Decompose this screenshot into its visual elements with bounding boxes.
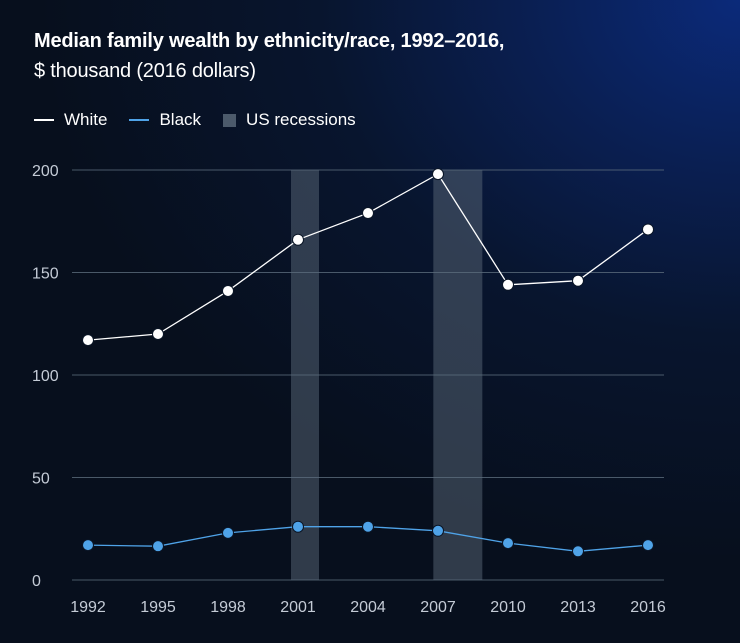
legend-item-white: White bbox=[34, 110, 107, 130]
data-point-white-2016 bbox=[642, 223, 654, 236]
data-point-black-1998 bbox=[222, 526, 234, 539]
data-point-white-2010 bbox=[502, 278, 514, 291]
series-line-white bbox=[87, 173, 649, 341]
x-tick-label-1992: 1992 bbox=[70, 599, 106, 616]
y-tick-label-150: 150 bbox=[32, 266, 59, 283]
chart-title: Median family wealth by ethnicity/race, … bbox=[34, 30, 505, 52]
data-point-black-2004 bbox=[362, 520, 374, 533]
data-point-white-2001 bbox=[292, 233, 304, 246]
legend-recession-label: US recessions bbox=[246, 110, 356, 129]
legend-recession-swatch bbox=[223, 113, 237, 127]
x-tick-label-2007: 2007 bbox=[420, 599, 456, 616]
legend-white-line bbox=[34, 119, 54, 121]
y-tick-label-100: 100 bbox=[32, 368, 59, 385]
data-point-white-1995 bbox=[152, 328, 164, 340]
x-tick-label-2001: 2001 bbox=[280, 599, 316, 616]
legend-black-line bbox=[129, 119, 150, 121]
x-tick-label-2004: 2004 bbox=[350, 599, 386, 616]
data-point-black-2013 bbox=[572, 545, 584, 558]
legend: White Black US recessions bbox=[34, 110, 378, 130]
data-point-black-1992 bbox=[82, 539, 94, 552]
data-point-black-2007 bbox=[432, 524, 444, 537]
legend-item-black: Black bbox=[129, 110, 201, 130]
y-tick-label-200: 200 bbox=[32, 163, 59, 180]
legend-white-label: White bbox=[64, 110, 108, 129]
x-tick-label-1998: 1998 bbox=[210, 599, 246, 616]
x-tick-label-2010: 2010 bbox=[490, 599, 526, 616]
data-point-black-2001 bbox=[292, 520, 304, 533]
y-tick-label-0: 0 bbox=[32, 573, 41, 590]
legend-item-recessions: US recessions bbox=[223, 110, 356, 130]
data-point-black-2016 bbox=[642, 539, 654, 552]
x-tick-label-2013: 2013 bbox=[560, 599, 596, 616]
data-point-black-2010 bbox=[502, 537, 514, 550]
data-point-white-2007 bbox=[432, 168, 444, 181]
x-tick-label-2016: 2016 bbox=[630, 599, 666, 616]
y-tick-label-50: 50 bbox=[32, 471, 50, 488]
chart-subtitle: $ thousand (2016 dollars) bbox=[34, 60, 256, 82]
data-point-white-2004 bbox=[362, 207, 374, 220]
legend-black-label: Black bbox=[159, 110, 202, 129]
data-point-white-2013 bbox=[572, 274, 584, 287]
data-point-white-1992 bbox=[82, 334, 94, 347]
x-tick-label-1995: 1995 bbox=[140, 599, 176, 616]
data-point-black-1995 bbox=[152, 540, 164, 553]
data-point-white-1998 bbox=[222, 284, 234, 297]
